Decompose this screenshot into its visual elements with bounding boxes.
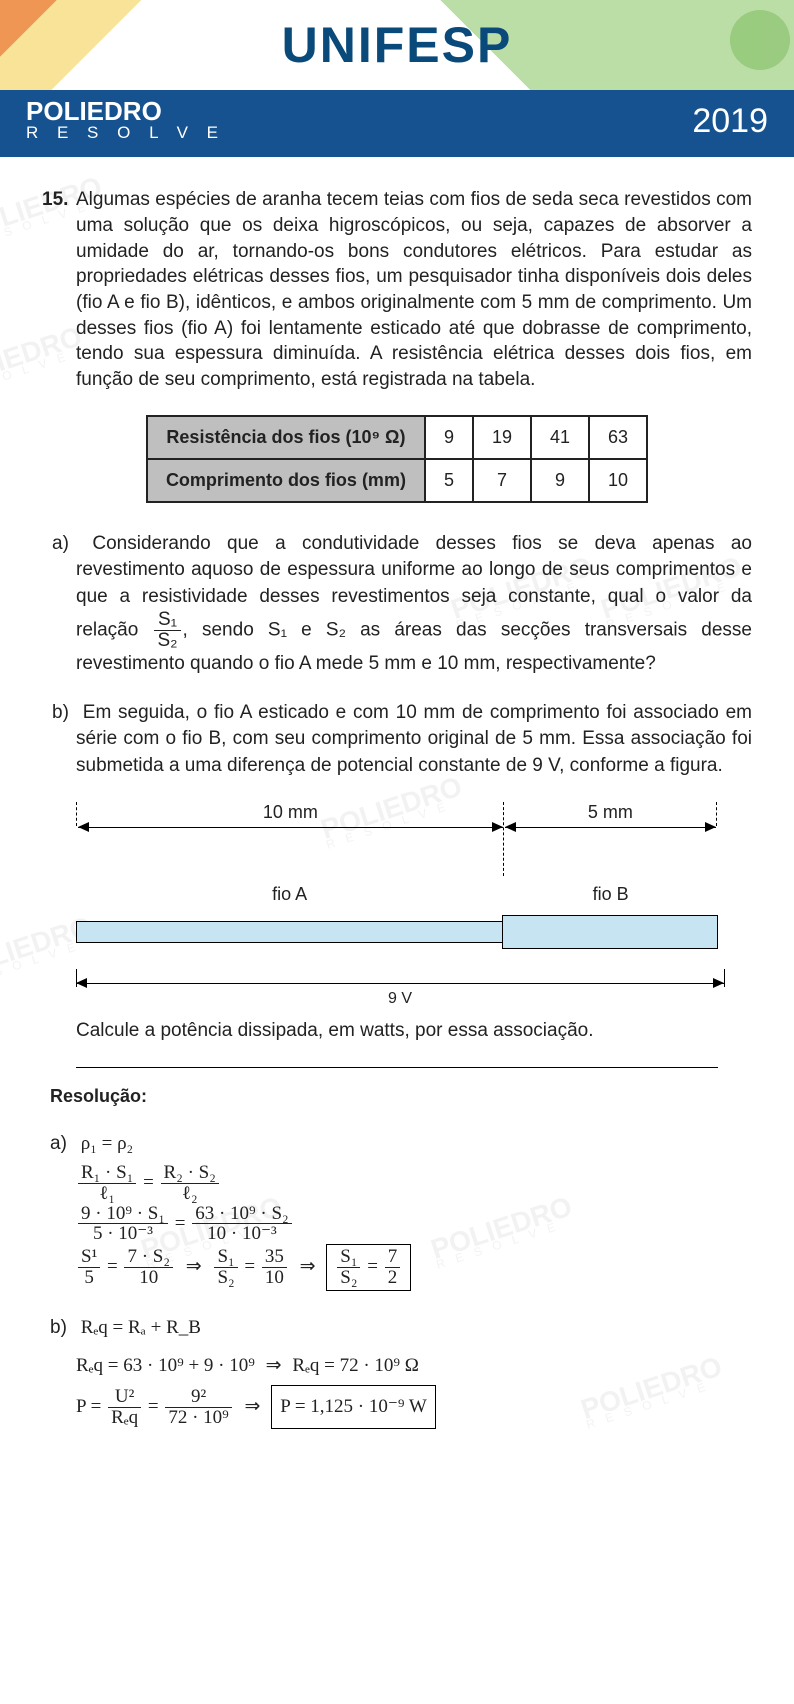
table-cell: 41: [531, 416, 589, 459]
part-b-text: Em seguida, o fio A esticado e com 10 mm…: [76, 702, 752, 776]
sol-b-p: P =: [76, 1396, 101, 1417]
dim-b-label: 5 mm: [505, 802, 716, 823]
sol-b-l2b: Rₑq = 72 · 10⁹ Ω: [292, 1355, 419, 1376]
part-b: b) Em seguida, o fio A esticado e com 10…: [76, 700, 752, 780]
dim-a-label: 10 mm: [78, 802, 503, 823]
sol-b-l2a: Rₑq = 63 · 10⁹ + 9 · 10⁹: [76, 1355, 255, 1376]
year-label: 2019: [692, 102, 768, 141]
question-number: 15.: [42, 187, 68, 213]
part-a-label: a): [52, 531, 76, 558]
part-b-tail: Calcule a potência dissipada, em watts, …: [76, 1018, 752, 1045]
data-table: Resistência dos fios (10⁹ Ω) 9 19 41 63 …: [146, 415, 648, 503]
poliedro-block: POLIEDRO R E S O L V E: [26, 100, 225, 143]
table-cell: 5: [425, 459, 473, 502]
divider: [76, 1067, 718, 1068]
unifesp-logo-text: UNIFESP: [282, 16, 513, 74]
table-cell: 19: [473, 416, 531, 459]
voltage-label: 9 V: [76, 990, 724, 1008]
table-h1: Resistência dos fios (10⁹ Ω): [147, 416, 425, 459]
part-b-label: b): [52, 700, 76, 727]
brand-bar: POLIEDRO R E S O L V E 2019: [0, 90, 794, 157]
table-cell: 63: [589, 416, 647, 459]
sol-b-l1: Rₑq = Rₐ + R_B: [81, 1317, 201, 1338]
wire-diagram: 10 mm 5 mm fio A fio B: [76, 802, 718, 1009]
part-a: a) Considerando que a condutividade dess…: [76, 531, 752, 678]
poliedro-sub: R E S O L V E: [26, 123, 225, 143]
question-body: Algumas espécies de aranha tecem teias c…: [76, 189, 752, 389]
poliedro-main: POLIEDRO: [26, 100, 225, 123]
label-fio-b: fio B: [503, 878, 718, 905]
sol-a-label: a): [50, 1125, 76, 1163]
sol-a-l1: ρ₁ = ρ₂: [81, 1133, 133, 1154]
sol-b-answer-box: P = 1,125 · 10⁻⁹ W: [271, 1385, 436, 1429]
wire-a-shape: [76, 921, 502, 943]
table-cell: 9: [531, 459, 589, 502]
sol-a-answer-box: S₁S₂ = 72: [326, 1244, 411, 1291]
solution-b: b) Rₑq = Rₐ + R_B Rₑq = 63 · 10⁹ + 9 · 1…: [76, 1309, 752, 1429]
table-h2: Comprimento dos fios (mm): [147, 459, 425, 502]
solution-title: Resolução:: [50, 1086, 752, 1107]
solution-a: a) ρ₁ = ρ₂ R₁ · S₁ℓ₁ = R₂ · S₂ℓ₂ 9 · 10⁹…: [76, 1125, 752, 1292]
table-cell: 7: [473, 459, 531, 502]
label-fio-a: fio A: [76, 878, 503, 905]
wire-b-shape: [502, 915, 718, 949]
top-header: UNIFESP: [0, 0, 794, 90]
fraction-s1-s2: S₁ S₂: [154, 610, 180, 651]
question-text-block: 15. Algumas espécies de aranha tecem tei…: [76, 187, 752, 392]
sol-b-label: b): [50, 1309, 76, 1347]
table-cell: 9: [425, 416, 473, 459]
table-cell: 10: [589, 459, 647, 502]
